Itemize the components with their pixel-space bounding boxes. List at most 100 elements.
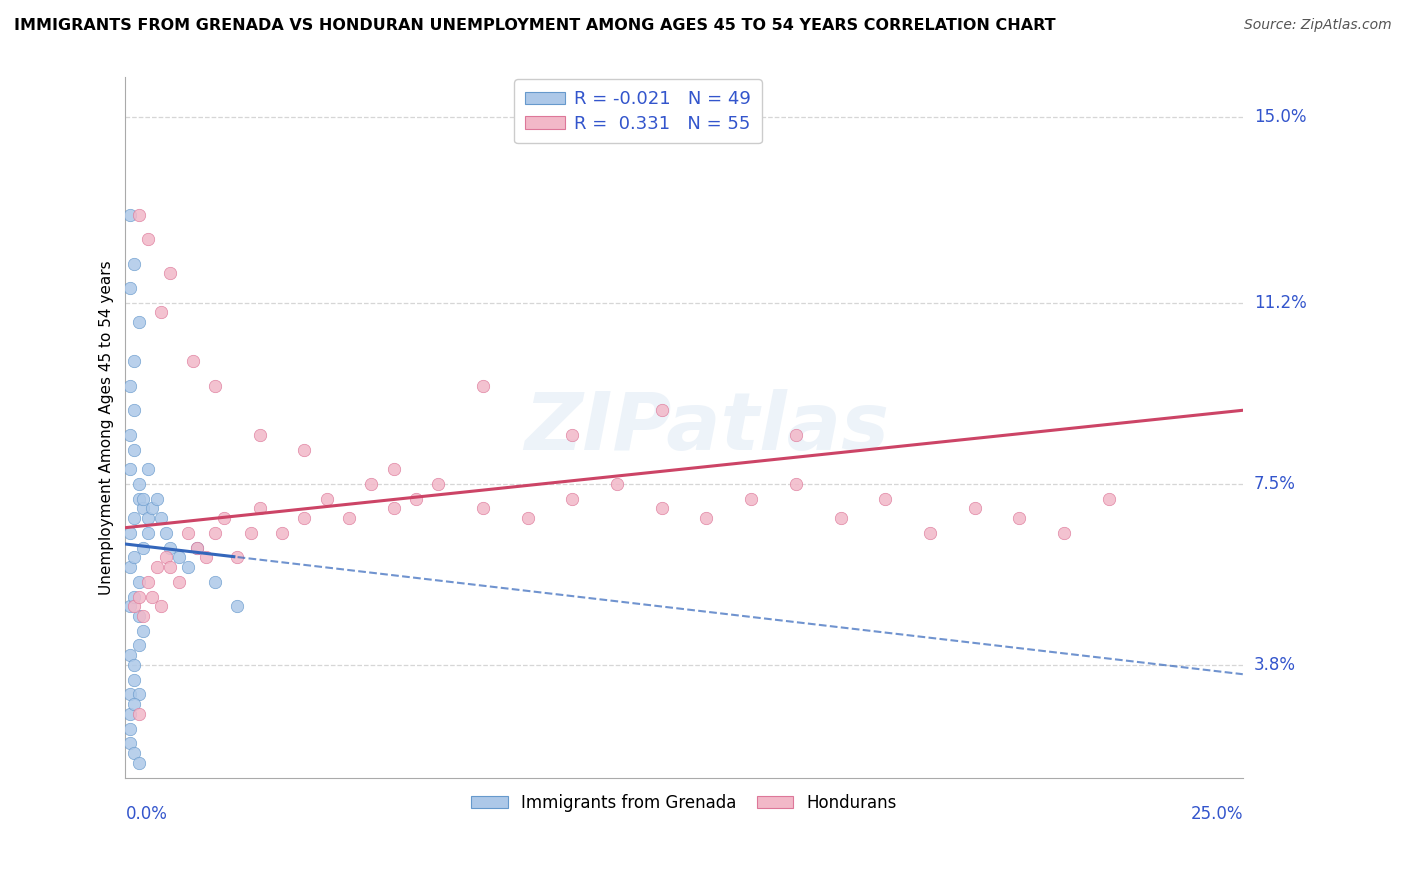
Point	[128, 590, 150, 604]
Point	[118, 379, 141, 393]
Y-axis label: Unemployment Among Ages 45 to 54 years: Unemployment Among Ages 45 to 54 years	[100, 260, 114, 595]
Point	[186, 541, 208, 555]
Point	[128, 756, 150, 770]
Point	[204, 379, 226, 393]
Point	[963, 501, 986, 516]
Point	[150, 305, 173, 319]
Point	[128, 208, 150, 222]
Text: 15.0%: 15.0%	[1254, 108, 1306, 126]
Point	[145, 491, 167, 506]
Point	[128, 706, 150, 721]
Text: 7.5%: 7.5%	[1254, 475, 1296, 493]
Point	[124, 673, 146, 687]
Point	[145, 560, 167, 574]
Point	[124, 746, 146, 760]
Point	[136, 462, 159, 476]
Point	[128, 476, 150, 491]
Text: Source: ZipAtlas.com: Source: ZipAtlas.com	[1244, 18, 1392, 32]
Point	[472, 501, 495, 516]
Point	[785, 476, 807, 491]
Point	[118, 722, 141, 736]
Point	[128, 574, 150, 589]
Point	[561, 428, 583, 442]
Point	[124, 550, 146, 565]
Legend: Immigrants from Grenada, Hondurans: Immigrants from Grenada, Hondurans	[464, 787, 904, 818]
Point	[1098, 491, 1121, 506]
Point	[118, 281, 141, 295]
Point	[315, 491, 337, 506]
Point	[132, 491, 155, 506]
Point	[136, 574, 159, 589]
Point	[740, 491, 762, 506]
Point	[159, 560, 181, 574]
Point	[124, 354, 146, 368]
Point	[118, 688, 141, 702]
Point	[292, 442, 315, 457]
Point	[651, 403, 673, 417]
Point	[132, 624, 155, 638]
Text: IMMIGRANTS FROM GRENADA VS HONDURAN UNEMPLOYMENT AMONG AGES 45 TO 54 YEARS CORRE: IMMIGRANTS FROM GRENADA VS HONDURAN UNEM…	[14, 18, 1056, 33]
Point	[516, 511, 538, 525]
Point	[136, 511, 159, 525]
Text: ZIPatlas: ZIPatlas	[524, 389, 889, 467]
Point	[186, 541, 208, 555]
Point	[212, 511, 235, 525]
Point	[249, 428, 271, 442]
Point	[128, 491, 150, 506]
Point	[561, 491, 583, 506]
Point	[651, 501, 673, 516]
Point	[606, 476, 628, 491]
Point	[181, 354, 204, 368]
Text: 3.8%: 3.8%	[1254, 657, 1296, 674]
Point	[155, 550, 177, 565]
Point	[150, 511, 173, 525]
Point	[1008, 511, 1031, 525]
Point	[124, 590, 146, 604]
Point	[118, 525, 141, 540]
Text: 25.0%: 25.0%	[1191, 805, 1243, 823]
Point	[382, 462, 405, 476]
Point	[118, 560, 141, 574]
Point	[141, 590, 163, 604]
Point	[204, 574, 226, 589]
Point	[118, 462, 141, 476]
Point	[360, 476, 382, 491]
Point	[405, 491, 427, 506]
Point	[132, 609, 155, 624]
Point	[118, 599, 141, 614]
Point	[118, 736, 141, 750]
Point	[167, 550, 190, 565]
Point	[124, 698, 146, 712]
Point	[785, 428, 807, 442]
Point	[194, 550, 217, 565]
Point	[124, 256, 146, 270]
Point	[875, 491, 897, 506]
Point	[124, 599, 146, 614]
Point	[128, 609, 150, 624]
Point	[382, 501, 405, 516]
Point	[292, 511, 315, 525]
Point	[124, 511, 146, 525]
Point	[427, 476, 450, 491]
Text: 11.2%: 11.2%	[1254, 293, 1306, 311]
Point	[159, 266, 181, 280]
Text: 0.0%: 0.0%	[125, 805, 167, 823]
Point	[132, 501, 155, 516]
Point	[177, 525, 200, 540]
Point	[472, 379, 495, 393]
Point	[118, 706, 141, 721]
Point	[124, 658, 146, 673]
Point	[118, 208, 141, 222]
Point	[150, 599, 173, 614]
Point	[177, 560, 200, 574]
Point	[159, 541, 181, 555]
Point	[155, 525, 177, 540]
Point	[695, 511, 717, 525]
Point	[118, 428, 141, 442]
Point	[124, 403, 146, 417]
Point	[249, 501, 271, 516]
Point	[124, 442, 146, 457]
Point	[136, 232, 159, 246]
Point	[128, 315, 150, 329]
Point	[132, 541, 155, 555]
